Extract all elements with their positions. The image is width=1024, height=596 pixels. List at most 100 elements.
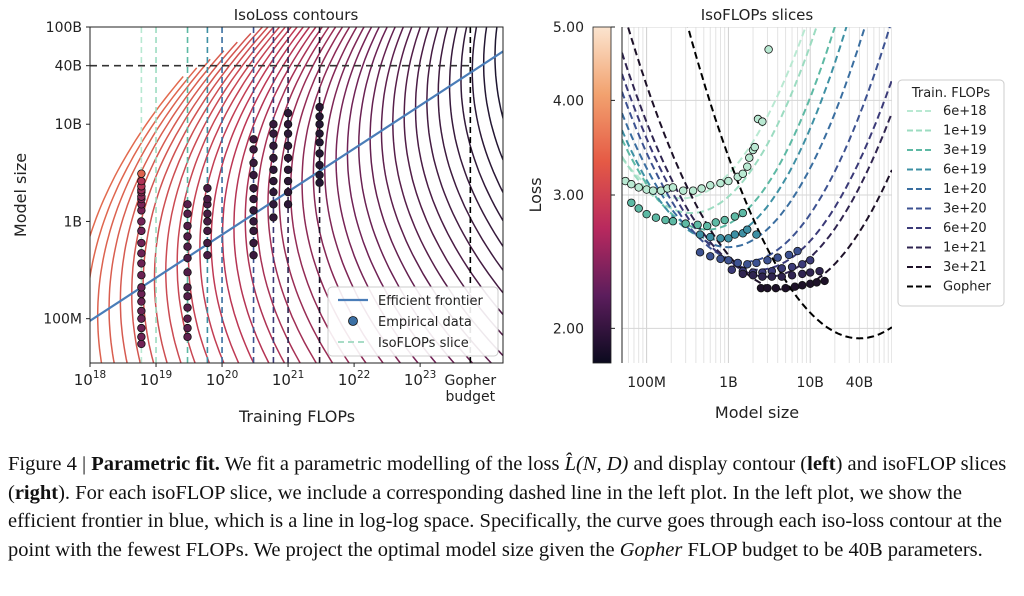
legend-label: 3e+20 [943,202,987,217]
empirical-data-point [249,145,258,154]
empirical-data-point [283,120,293,129]
isoflop-data-point [773,253,782,262]
y-tick-label: 100M [43,312,82,328]
x-tick-label: 10B [796,375,823,391]
legend-title-train-flops: Train. FLOPs [911,86,991,101]
isoflop-data-point [748,271,758,280]
isoloss-contour [108,50,225,363]
gopher-tick-label: Gopher [445,373,497,389]
caption-lead: Figure 4 | [8,453,92,475]
legend-label: 3e+21 [943,260,987,275]
isoloss-contour [176,27,281,363]
isoloss-contour [244,27,317,363]
isoflop-data-point [806,256,815,265]
y-tick-label: 10B [55,117,82,133]
isoloss-contour [90,67,198,282]
isoflop-fit-curve [622,73,892,271]
empirical-data-point [269,153,278,163]
empirical-data-point [249,158,258,168]
empirical-data-point [249,170,258,180]
isoflop-data-point [702,221,712,231]
empirical-data-point [183,221,192,231]
isoflop-data-point [750,142,759,152]
empirical-data-point [183,200,192,209]
empirical-data-point [249,206,258,215]
left-chart: IsoLoss contours 1018 1019 1020 1021 1022 102… [11,6,504,426]
isoflop-data-point [697,184,706,193]
right-x-axis-label: Model size [715,403,799,422]
isoloss-contour [96,58,211,363]
isoflop-data-point [642,209,651,219]
isoflop-fit-curve [622,27,848,241]
empirical-data-point [283,129,293,138]
isoflop-data-point [733,258,742,268]
legend-label: 1e+20 [943,182,987,197]
empirical-data-point [315,102,324,112]
empirical-data-point [137,270,146,280]
empirical-data-point [283,141,293,150]
isoloss-contour [210,27,299,363]
empirical-data-point [203,217,212,226]
empirical-data-point [137,217,146,226]
isoflop-data-point [678,186,688,195]
empirical-data-point [137,323,146,333]
empirical-data-point [269,141,278,150]
isoflop-data-point [695,248,705,257]
isoloss-contour [437,27,503,272]
legend-label-frontier: Efficient frontier [378,294,484,309]
isoflop-data-point [627,180,636,189]
y-tick-label: 100B [46,20,82,36]
y-tick-label: 3.00 [553,188,584,204]
isoloss-contour [426,27,503,295]
isoflop-data-point [763,256,772,265]
isoloss-contour [289,27,350,363]
isoloss-contour [165,27,275,363]
isoflop-data-point [706,252,715,261]
empirical-data-point [183,242,192,251]
isoflop-fit-curve [626,27,892,291]
isoflop-data-point [815,266,824,276]
empirical-data-point [283,200,293,209]
left-chart-title: IsoLoss contours [234,6,359,24]
empirical-data-point [283,108,293,118]
empirical-data-point [269,213,278,222]
empirical-data-point [183,209,192,218]
isoloss-contour [494,27,503,122]
left-y-axis-label: Model size [11,153,30,237]
left-plot-frame [89,26,504,364]
empirical-data-point [183,314,192,323]
isoloss-contour [482,27,503,162]
isoloss-contour [267,27,330,363]
isoflop-data-point [711,218,720,227]
isoflop-data-point [627,198,636,207]
isoflop-data-point [798,281,807,290]
isoflop-data-point [634,204,643,213]
isoflop-data-point [661,215,670,225]
caption-text-2: and display contour ( [628,453,808,475]
empirical-data-point [315,112,324,121]
isoflop-data-point [777,272,787,281]
isoflop-data-point [648,186,658,195]
left-x-axis-label: Training FLOPs [238,407,355,426]
isoflop-data-point [730,212,740,221]
empirical-data-point [183,283,192,292]
isoflop-data-point [793,246,802,256]
isoflop-data-point [688,186,698,195]
caption-text-5: FLOP budget to be 40B parameters. [682,538,983,561]
empirical-data-point [283,176,293,186]
empirical-data-point [203,194,212,204]
caption-formula: L̂(N, D) [564,453,629,475]
isoflop-data-point [743,260,752,269]
figure-caption: Figure 4 | Parametric fit. We fit a para… [8,450,1016,564]
isoflop-data-point [787,271,797,280]
empirical-data-point [315,170,324,180]
empirical-data-point [249,217,258,226]
empirical-data-point [283,165,293,174]
empirical-data-point [137,297,146,306]
empirical-data-point [183,303,192,312]
colorbar-gradient [592,26,612,364]
efficient-frontier-line [90,50,503,322]
isoloss-contour [233,27,311,363]
empirical-data-point [137,249,146,258]
legend-label-isoflop: IsoFLOPs slice [378,336,469,351]
